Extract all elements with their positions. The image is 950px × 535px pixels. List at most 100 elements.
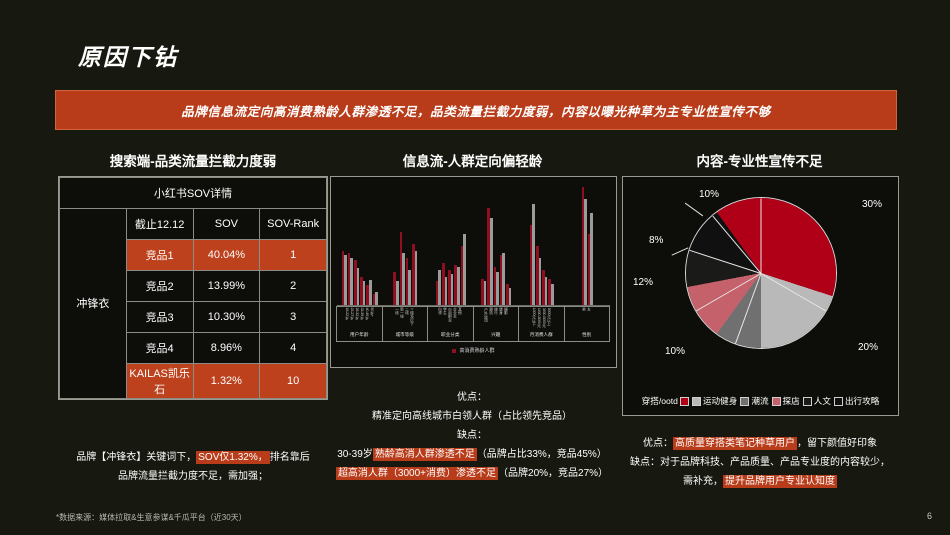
bar-brand bbox=[347, 253, 351, 305]
bar-competitor bbox=[395, 281, 399, 305]
column-header-content: 内容-专业性宣传不足 bbox=[696, 154, 823, 169]
bar-brand bbox=[393, 271, 396, 305]
bar-brand bbox=[354, 260, 357, 305]
table-cell-rank: 4 bbox=[259, 331, 327, 364]
pie-legend-label: 穿搭/ootd bbox=[641, 396, 678, 406]
bar-brand bbox=[542, 269, 545, 305]
bar-competitor bbox=[508, 288, 512, 305]
notes-text: 缺点： bbox=[630, 457, 660, 468]
bar-group bbox=[474, 208, 520, 305]
pie-legend-item: 潮流 bbox=[740, 395, 769, 407]
bar-brand bbox=[454, 264, 457, 305]
bar-group bbox=[565, 187, 611, 305]
pie-legend-item: 穿搭/ootd bbox=[642, 395, 689, 407]
notes-text: 优点： bbox=[643, 438, 673, 449]
bar-pair bbox=[393, 271, 399, 305]
bar-pair bbox=[548, 279, 554, 305]
bar-pair bbox=[347, 253, 354, 305]
bar-brand bbox=[366, 284, 370, 305]
bar-brand bbox=[411, 243, 415, 305]
bar-competitor bbox=[375, 292, 378, 305]
table-cell-sov: 40.04% bbox=[192, 238, 261, 271]
bar-category-tick: 1000元以下 bbox=[531, 307, 537, 326]
bar-category-tick: 学生 bbox=[443, 307, 449, 315]
bar-competitor bbox=[350, 257, 354, 305]
notes-search-line1: 品牌【冲锋衣】关键词下， SOV仅1.32%， 排名靠后 bbox=[50, 448, 336, 467]
headline-banner-text: 品牌信息流定向高消费熟龄人群渗透不足，品类流量拦截力度弱，内容以曝光种草为主专业… bbox=[181, 104, 771, 119]
bar-group-label: 兴趣 bbox=[491, 332, 501, 338]
notes-feed-cons1: 30-39岁 熟龄高消人群渗透不足 （品牌占比33%，竞品45%） bbox=[326, 445, 618, 464]
bar-category-group: 一线 新一线 二线 三线及以下 城市等级 bbox=[381, 306, 428, 342]
bar-competitor bbox=[502, 253, 506, 305]
bar-chart-legend-label: 高消费熟龄人群 bbox=[459, 348, 495, 354]
bar-competitor bbox=[362, 281, 366, 305]
bar-group bbox=[519, 203, 565, 305]
bar-competitor bbox=[402, 253, 405, 305]
bar-pair bbox=[411, 243, 418, 305]
bar-competitor bbox=[450, 274, 454, 305]
bar-brand bbox=[405, 257, 409, 305]
table-row: KAILAS凯乐石 1.32% 10 bbox=[60, 362, 327, 400]
bar-competitor bbox=[438, 269, 441, 305]
table-caption-row: 小红书SOV详情 bbox=[59, 177, 327, 209]
notes-content-cons2: 需补充， 提升品牌用户专业认知度 bbox=[620, 472, 900, 491]
table-cell-rank: 1 bbox=[259, 238, 327, 271]
bar-pair bbox=[341, 250, 347, 305]
notes-text: （品牌20%，竞品27%） bbox=[498, 468, 609, 479]
bar-category-group: 18-22岁 23-27岁 28-32岁 33-39岁 40-49岁 50岁+ 用户年龄 bbox=[336, 306, 383, 342]
notes-text: 需补充， bbox=[683, 476, 723, 487]
bar-competitor bbox=[344, 255, 347, 305]
table-cell-sov: 8.96% bbox=[192, 331, 261, 364]
pie-legend-item: 人文 bbox=[802, 395, 831, 407]
bar-category-tick: 白领 bbox=[438, 307, 444, 315]
table-cell-sov: 13.99% bbox=[192, 269, 261, 302]
bar-group-label: 月消费人群 bbox=[529, 332, 553, 338]
bar-pair bbox=[354, 260, 360, 305]
legend-swatch-icon bbox=[679, 396, 689, 406]
bar-pair bbox=[448, 269, 454, 305]
bar-pair bbox=[487, 208, 493, 305]
legend-swatch-icon bbox=[771, 396, 781, 406]
bar-brand bbox=[548, 279, 552, 305]
notes-highlight: 超高消人群（3000+消费）渗透不足 bbox=[335, 467, 499, 480]
table-caption: 小红书SOV详情 bbox=[59, 177, 327, 209]
bar-category-tick: 摄影 bbox=[503, 307, 509, 315]
table-cell-sov: 10.30% bbox=[192, 300, 261, 333]
page-number: 6 bbox=[926, 511, 932, 521]
legend-swatch-icon bbox=[802, 396, 812, 406]
table-row-label: 冲锋衣 bbox=[59, 207, 127, 400]
bar-brand bbox=[506, 283, 509, 305]
notes-text: 品牌【冲锋衣】关键词下， bbox=[76, 452, 197, 463]
bar-brand bbox=[372, 294, 376, 305]
column-header-feed: 信息流-人群定向偏轻龄 bbox=[402, 154, 543, 169]
pie-value-label-renwen: 8% bbox=[649, 235, 664, 246]
bar-competitor bbox=[456, 267, 460, 305]
bar-category-group: 1000元以下 1000-3000元 3000-5000元 5000元以上 月消费人群 bbox=[518, 306, 565, 342]
table-cell-name: 竞品4 bbox=[125, 331, 194, 364]
bar-brand bbox=[399, 231, 403, 305]
bar-competitor bbox=[356, 268, 360, 305]
pie-legend-item: 出行攻略 bbox=[833, 395, 879, 407]
bar-brand bbox=[460, 246, 464, 305]
bar-category-tick: 女 bbox=[587, 307, 593, 311]
bar-pair bbox=[499, 253, 506, 305]
bar-group bbox=[337, 250, 383, 305]
bar-competitor bbox=[551, 283, 554, 305]
page-title: 原因下钻 bbox=[78, 44, 178, 70]
pie-slice-divider bbox=[695, 273, 761, 312]
legend-swatch-icon bbox=[833, 396, 843, 406]
pie-value-label-chuxing: 10% bbox=[699, 189, 720, 200]
sov-table: 小红书SOV详情 冲锋衣 截止12.12 SOV SOV-Rank 竞品1 40… bbox=[59, 177, 327, 400]
bar-group-label: 职业分类 bbox=[441, 332, 460, 338]
pie-value-label-tandian: 12% bbox=[633, 277, 654, 288]
bar-category-tick: 3000-5000元 bbox=[541, 307, 547, 328]
bar-competitor bbox=[369, 280, 372, 305]
bar-category-tick: 18-22岁 bbox=[344, 307, 350, 320]
notes-feed-pros-label: 优点： bbox=[457, 392, 487, 403]
legend-swatch-icon bbox=[691, 396, 701, 406]
table-cell-sov: 1.32% bbox=[192, 362, 261, 400]
bar-competitor bbox=[496, 271, 499, 305]
pie-slice-divider bbox=[734, 273, 761, 345]
bar-category-tick: 1000-3000元 bbox=[536, 307, 542, 328]
